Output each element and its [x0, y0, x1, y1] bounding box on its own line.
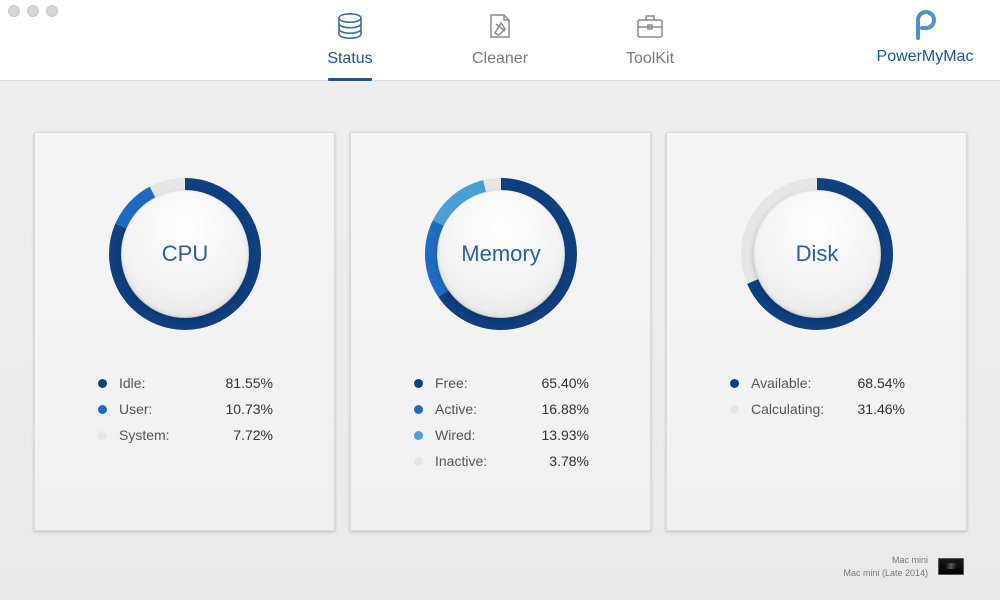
legend-label: Active:	[435, 401, 478, 417]
legend-value: 7.72%	[233, 427, 273, 443]
briefcase-icon	[637, 15, 663, 38]
disk-legend: Available: 68.54% Calculating: 31.46%	[730, 370, 905, 422]
cpu-gauge: CPU	[109, 178, 261, 330]
legend-row: Idle: 81.55%	[98, 370, 273, 396]
legend-row: Wired: 13.93%	[414, 422, 589, 448]
memory-knob[interactable]: Memory	[438, 191, 564, 317]
legend-dot	[414, 378, 423, 388]
legend-value: 68.54%	[857, 375, 905, 391]
active-tab-indicator	[328, 78, 372, 81]
disk-title: Disk	[795, 241, 839, 266]
legend-dot	[414, 404, 423, 414]
legend-value: 10.73%	[225, 401, 273, 417]
legend-label: System:	[119, 427, 170, 443]
machine-model: Mac mini (Late 2014)	[843, 568, 928, 578]
legend-value: 3.78%	[549, 453, 589, 469]
legend-value: 65.40%	[541, 375, 589, 391]
legend-dot	[414, 430, 423, 440]
close-window-button[interactable]	[8, 5, 20, 17]
legend-dot	[730, 404, 739, 414]
tab-toolkit[interactable]: ToolKit	[605, 10, 695, 80]
legend-label: Calculating:	[751, 401, 825, 417]
legend-row: System: 7.72%	[98, 422, 273, 448]
machine-info: Mac mini Mac mini (Late 2014)	[843, 554, 928, 580]
cpu-card[interactable]: CPU Idle: 81.55% User: 10.73% System: 7.72%	[34, 132, 335, 531]
brand-name: PowerMyMac	[876, 48, 974, 65]
legend-value: 81.55%	[225, 375, 273, 391]
tab-status[interactable]: Status	[305, 10, 395, 81]
legend-dot	[98, 378, 107, 388]
cpu-donut-chart	[109, 178, 261, 330]
gauge-segment	[425, 178, 577, 330]
memory-donut-chart	[425, 178, 577, 330]
disk-card[interactable]: Disk Available: 68.54% Calculating: 31.46%	[666, 132, 967, 531]
legend-row: Inactive: 3.78%	[414, 448, 589, 474]
tab-status-label: Status	[327, 50, 373, 67]
cpu-legend: Idle: 81.55% User: 10.73% System: 7.72%	[98, 370, 273, 448]
gauge-segment	[425, 178, 577, 330]
legend-dot	[414, 456, 423, 466]
memory-title: Memory	[461, 241, 541, 266]
legend-dot	[730, 378, 739, 388]
legend-label: Inactive:	[435, 453, 488, 469]
legend-label: Free:	[435, 375, 468, 391]
toolbar: Status Cleaner Too	[0, 0, 1000, 81]
cpu-title: CPU	[161, 241, 209, 266]
legend-row: Active: 16.88%	[414, 396, 589, 422]
memory-legend: Free: 65.40% Active: 16.88% Wired: 13.93% Inac…	[414, 370, 589, 474]
brand[interactable]: PowerMyMac	[870, 10, 980, 66]
legend-row: Free: 65.40%	[414, 370, 589, 396]
minimize-window-button[interactable]	[27, 5, 39, 17]
legend-label: User:	[119, 401, 153, 417]
disk-knob[interactable]: Disk	[754, 191, 880, 317]
legend-label: Wired:	[435, 427, 476, 443]
memory-gauge: Memory	[425, 178, 577, 330]
mac-mini-icon	[938, 558, 964, 575]
cpu-knob[interactable]: CPU	[122, 191, 248, 317]
disk-donut-chart	[741, 178, 893, 330]
window-controls	[8, 5, 58, 17]
tab-cleaner-label: Cleaner	[471, 50, 529, 67]
database-icon	[338, 13, 362, 40]
legend-label: Available:	[751, 375, 812, 391]
legend-row: Available: 68.54%	[730, 370, 905, 396]
memory-card[interactable]: Memory Free: 65.40% Active: 16.88% Wired: 13.…	[350, 132, 651, 531]
gauge-segment	[109, 178, 261, 330]
legend-value: 31.46%	[857, 401, 905, 417]
legend-value: 13.93%	[541, 427, 589, 443]
tab-cleaner[interactable]: Cleaner	[455, 10, 545, 80]
legend-dot	[98, 430, 107, 440]
legend-row: Calculating: 31.46%	[730, 396, 905, 422]
tab-toolkit-label: ToolKit	[625, 50, 675, 67]
legend-value: 16.88%	[541, 401, 589, 417]
zoom-window-button[interactable]	[46, 5, 58, 17]
machine-name: Mac mini	[891, 555, 928, 565]
powermymac-logo-icon	[916, 10, 936, 40]
disk-gauge: Disk	[741, 178, 893, 330]
legend-row: User: 10.73%	[98, 396, 273, 422]
cleaner-broom-icon	[490, 14, 510, 38]
legend-label: Idle:	[119, 375, 146, 391]
gauge-segment	[741, 178, 893, 330]
legend-dot	[98, 404, 107, 414]
